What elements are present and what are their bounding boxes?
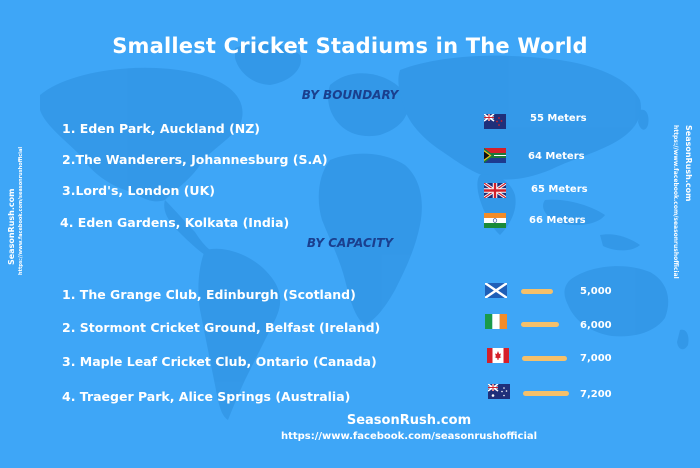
left-side-url: https://www.facebook.com/seasonrushoffic… [18,146,24,275]
boundary-item-3-value: 65 Meters [531,184,588,195]
capacity-item-4-label: 4. Traeger Park, Alice Springs (Australi… [62,389,351,404]
boundary-item-3-label: 3.Lord's, London (UK) [62,183,215,198]
by-boundary-heading: BY BOUNDARY [301,88,399,102]
capacity-bar-3 [522,356,567,361]
right-side-brand: SeasonRush.com [684,125,693,202]
ireland-flag-icon [485,314,507,329]
south-africa-flag-icon [484,148,506,163]
new-zealand-flag-icon [484,114,506,129]
capacity-item-3-label: 3. Maple Leaf Cricket Club, Ontario (Can… [62,354,377,369]
by-capacity-heading: BY CAPACITY [306,236,394,250]
capacity-item-3-value: 7,000 [580,353,612,364]
boundary-item-4-label: 4. Eden Gardens, Kolkata (India) [60,215,290,230]
capacity-bar-4 [523,391,569,396]
boundary-item-1-value: 55 Meters [530,113,587,124]
india-flag-icon [484,213,506,228]
left-side-brand: SeasonRush.com [7,188,16,265]
left-side-watermark: SeasonRush.com https://www.facebook.com/… [4,146,32,275]
right-side-watermark: https://www.facebook.com/seasonrushoffic… [668,125,696,300]
scotland-flag-icon [485,283,507,298]
uk-flag-icon [484,183,506,198]
right-side-url: https://www.facebook.com/seasonrushoffic… [672,125,679,279]
capacity-item-4-value: 7,200 [580,389,612,400]
capacity-bar-2 [521,322,559,327]
capacity-item-1-label: 1. The Grange Club, Edinburgh (Scotland) [62,287,356,302]
boundary-item-4-value: 66 Meters [529,215,586,226]
capacity-item-1-value: 5,000 [580,286,612,297]
australia-flag-icon [488,384,510,399]
page-title: Smallest Cricket Stadiums in The World [112,34,588,58]
boundary-item-2-value: 64 Meters [528,151,585,162]
boundary-item-2-label: 2.The Wanderers, Johannesburg (S.A) [62,152,328,167]
capacity-item-2-label: 2. Stormont Cricket Ground, Belfast (Ire… [62,320,381,335]
footer-brand: SeasonRush.com [346,413,472,428]
footer-url-link[interactable]: https://www.facebook.com/seasonrushoffic… [280,431,538,442]
boundary-item-1-label: 1. Eden Park, Auckland (NZ) [62,121,261,136]
capacity-bar-1 [521,289,553,294]
capacity-item-2-value: 6,000 [580,320,612,331]
canada-flag-icon [487,348,509,363]
